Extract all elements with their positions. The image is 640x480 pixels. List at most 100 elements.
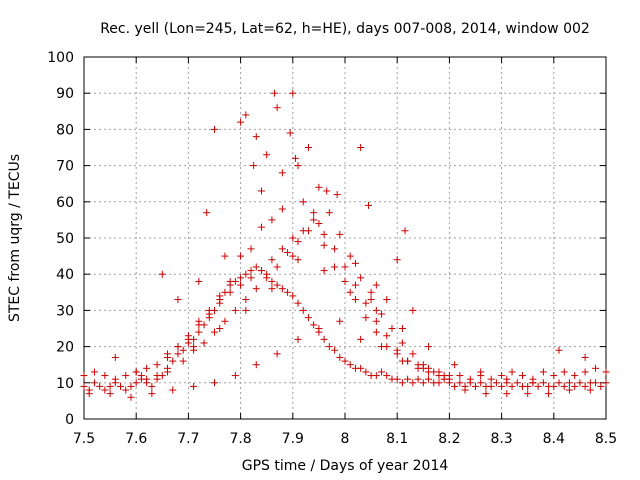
data-point bbox=[498, 382, 506, 390]
data-point bbox=[127, 393, 135, 401]
data-point bbox=[539, 368, 547, 376]
data-point bbox=[362, 299, 370, 307]
grid-lines bbox=[84, 57, 606, 419]
data-point bbox=[184, 332, 192, 340]
data-point bbox=[284, 288, 292, 296]
y-tick-label: 40 bbox=[56, 267, 74, 283]
data-point bbox=[534, 382, 542, 390]
data-point bbox=[250, 162, 258, 170]
data-point bbox=[571, 382, 579, 390]
data-point bbox=[211, 125, 218, 133]
data-point bbox=[498, 372, 506, 380]
data-point bbox=[477, 368, 485, 376]
data-point bbox=[550, 382, 558, 390]
data-point bbox=[96, 382, 104, 390]
data-point bbox=[398, 325, 406, 332]
data-point bbox=[461, 386, 469, 394]
data-point bbox=[518, 372, 526, 380]
data-point bbox=[325, 343, 333, 351]
data-point bbox=[482, 390, 490, 398]
data-point bbox=[289, 292, 297, 300]
data-point bbox=[148, 382, 156, 390]
data-point bbox=[237, 252, 245, 260]
data-point bbox=[336, 317, 344, 325]
data-point bbox=[190, 343, 198, 351]
data-point bbox=[195, 321, 203, 329]
data-point bbox=[576, 379, 584, 387]
data-point bbox=[351, 296, 359, 304]
x-tick-label: 7.5 bbox=[73, 431, 95, 447]
data-point bbox=[216, 325, 224, 332]
data-point bbox=[565, 386, 573, 394]
data-point bbox=[581, 382, 589, 390]
data-point bbox=[132, 379, 140, 387]
data-point bbox=[364, 201, 372, 209]
data-points bbox=[80, 89, 610, 401]
data-point bbox=[205, 310, 213, 318]
data-point bbox=[247, 274, 255, 282]
data-point bbox=[560, 368, 568, 376]
data-point bbox=[85, 390, 93, 398]
data-point bbox=[153, 361, 161, 369]
data-point bbox=[122, 372, 130, 380]
data-point bbox=[357, 144, 365, 151]
data-point bbox=[592, 379, 600, 387]
data-point bbox=[581, 368, 589, 376]
data-point bbox=[451, 382, 459, 390]
data-point bbox=[252, 285, 260, 293]
y-axis-label: STEC from uqrg / TECUs bbox=[7, 154, 23, 322]
data-point bbox=[320, 230, 328, 238]
data-point bbox=[336, 353, 344, 361]
data-point bbox=[419, 361, 427, 369]
data-point bbox=[310, 209, 318, 217]
data-point bbox=[216, 299, 224, 307]
data-point bbox=[174, 350, 182, 358]
data-point bbox=[211, 328, 218, 336]
data-point bbox=[137, 372, 145, 380]
data-point bbox=[597, 382, 605, 390]
y-tick-label: 50 bbox=[56, 231, 74, 247]
data-point bbox=[242, 296, 250, 304]
data-point bbox=[378, 343, 386, 351]
data-point bbox=[581, 353, 589, 361]
data-point bbox=[294, 238, 302, 246]
y-tick-label: 80 bbox=[56, 122, 74, 138]
data-point bbox=[602, 379, 610, 387]
y-tick-label: 90 bbox=[56, 86, 74, 102]
data-point bbox=[333, 191, 341, 199]
chart-title: Rec. yell (Lon=245, Lat=62, h=HE), days … bbox=[100, 21, 590, 37]
data-point bbox=[409, 306, 417, 314]
data-point bbox=[231, 372, 239, 380]
y-tick-labels: 0 10 20 30 40 50 60 70 80 90 100 bbox=[47, 50, 74, 428]
data-point bbox=[571, 372, 579, 380]
data-point bbox=[445, 375, 453, 383]
y-tick-label: 30 bbox=[56, 303, 74, 319]
data-point bbox=[341, 277, 349, 285]
data-point bbox=[315, 183, 323, 191]
data-point bbox=[383, 372, 391, 380]
data-point bbox=[286, 129, 294, 137]
data-point bbox=[372, 372, 380, 380]
data-point bbox=[341, 357, 349, 365]
x-tick-label: 7.6 bbox=[125, 431, 147, 447]
x-tick-label: 7.9 bbox=[282, 431, 304, 447]
data-point bbox=[315, 325, 323, 332]
data-point bbox=[143, 364, 151, 372]
x-tick-label: 8.4 bbox=[543, 431, 565, 447]
data-point bbox=[289, 89, 297, 97]
data-point bbox=[148, 390, 156, 398]
data-point bbox=[153, 372, 161, 380]
data-point bbox=[257, 223, 265, 231]
data-point bbox=[310, 321, 318, 329]
data-point bbox=[111, 375, 119, 383]
data-point bbox=[273, 281, 281, 289]
data-point bbox=[273, 263, 281, 271]
data-point bbox=[284, 248, 292, 256]
data-point bbox=[299, 306, 307, 314]
data-point bbox=[315, 220, 323, 228]
data-point bbox=[393, 256, 401, 264]
data-point bbox=[278, 285, 286, 293]
data-point bbox=[304, 227, 312, 235]
data-point bbox=[242, 270, 250, 278]
data-point bbox=[211, 379, 218, 387]
